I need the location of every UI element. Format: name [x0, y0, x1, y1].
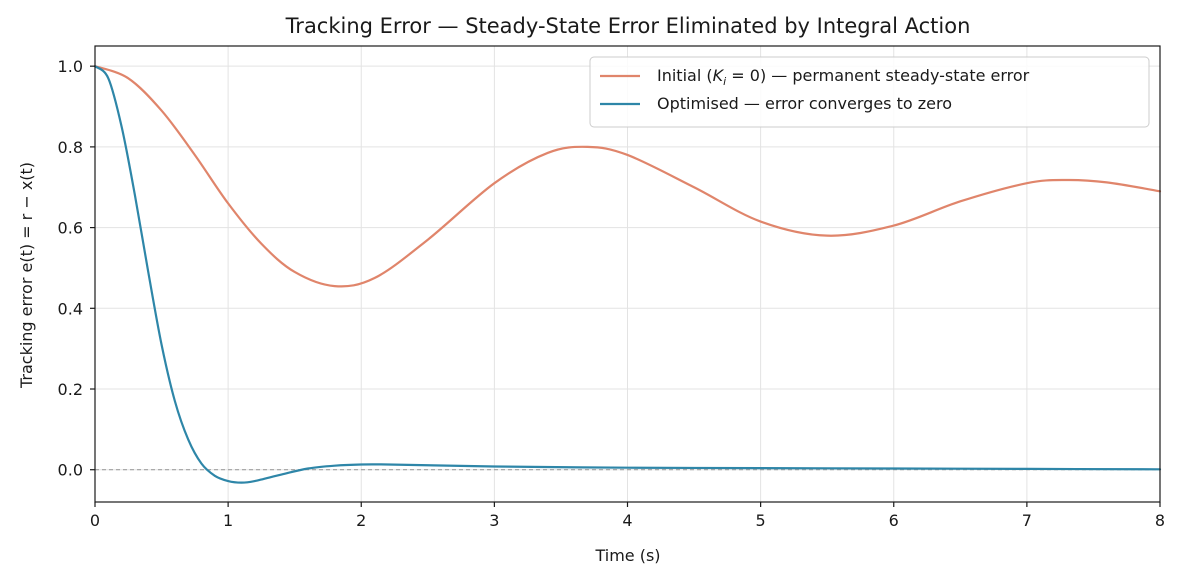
y-tick-label: 0.6 [58, 219, 83, 238]
chart-title: Tracking Error — Steady-State Error Elim… [285, 14, 971, 38]
ticks: 0 1 2 3 4 5 6 7 8 0.0 0.2 0.4 0.6 0.8 1.0 [58, 57, 1166, 530]
x-tick-label: 2 [356, 511, 366, 530]
legend-label: Optimised — error converges to zero [657, 94, 952, 113]
series-line-initial [93, 65, 1162, 288]
x-tick-label: 3 [489, 511, 499, 530]
legend-box [589, 56, 1150, 128]
x-tick-label: 7 [1022, 511, 1032, 530]
x-tick-label: 6 [889, 511, 899, 530]
legend-label: Initial (Ki = 0) — permanent steady-stat… [657, 66, 1030, 88]
x-tick-label: 5 [756, 511, 766, 530]
y-tick-label: 0.8 [58, 138, 83, 157]
legend: Initial (Ki = 0) — permanent steady-stat… [589, 56, 1150, 128]
series-line-optimised [93, 65, 1162, 484]
x-axis-label: Time (s) [594, 546, 660, 565]
x-tick-label: 8 [1155, 511, 1165, 530]
x-tick-label: 4 [622, 511, 632, 530]
y-axis-label: Tracking error e(t) = r − x(t) [17, 162, 36, 389]
series-layer [93, 65, 1162, 484]
x-tick-label: 1 [223, 511, 233, 530]
y-tick-label: 0.2 [58, 380, 83, 399]
x-tick-label: 0 [90, 511, 100, 530]
y-tick-label: 0.0 [58, 461, 83, 480]
y-tick-label: 1.0 [58, 57, 83, 76]
y-tick-label: 0.4 [58, 299, 83, 318]
